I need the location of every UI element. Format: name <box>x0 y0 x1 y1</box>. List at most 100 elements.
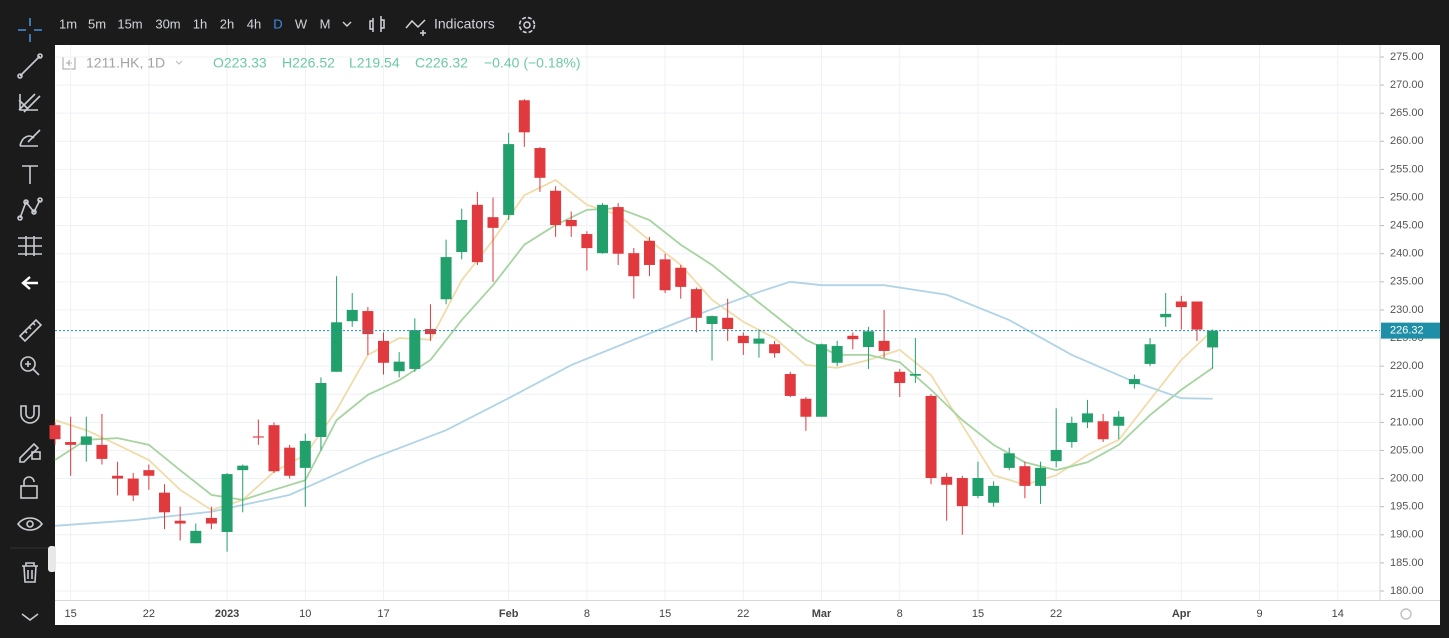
candle-body <box>1035 467 1047 486</box>
time-axis-settings[interactable] <box>1400 608 1412 620</box>
top-toolbar: 1m 5m 15m 30m 1h 2h 4h D W M Indicators <box>59 16 536 36</box>
price-axis <box>1380 45 1440 600</box>
pattern-icon[interactable] <box>17 197 43 221</box>
candle-body <box>612 207 624 254</box>
ohlc-close: C226.32 <box>415 55 468 71</box>
interval-button[interactable]: 5m <box>88 16 106 31</box>
more-intervals-icon[interactable] <box>342 21 352 27</box>
candle-body <box>659 259 671 291</box>
lock-icon[interactable] <box>20 476 38 499</box>
interval-button[interactable]: 1m <box>59 16 77 31</box>
candle-body <box>221 474 233 532</box>
trash-icon[interactable] <box>22 562 38 583</box>
candle-body <box>143 470 155 476</box>
candle-body <box>127 478 139 496</box>
interval-button[interactable]: 30m <box>155 16 180 31</box>
candle-body <box>487 217 499 228</box>
y-tick-label: 210.00 <box>1390 416 1424 428</box>
ohlc-change: −0.40 (−0.18%) <box>484 55 581 71</box>
x-tick-label: 15 <box>659 608 671 620</box>
candle-body <box>80 436 92 445</box>
x-tick-label: 10 <box>299 608 311 620</box>
left-toolbar <box>10 18 56 621</box>
candle-body <box>1081 413 1093 423</box>
y-tick-label: 270.00 <box>1390 79 1424 91</box>
x-tick-label: 22 <box>1050 608 1062 620</box>
interval-button[interactable]: W <box>295 16 308 31</box>
interval-button[interactable]: 4h <box>247 16 261 31</box>
y-tick-label: 195.00 <box>1390 501 1424 513</box>
interval-button[interactable]: 1h <box>193 16 207 31</box>
prediction-icon[interactable] <box>18 236 42 256</box>
candle-body <box>550 190 562 226</box>
y-tick-label: 260.00 <box>1390 135 1424 147</box>
text-icon[interactable] <box>22 165 38 184</box>
zoom-icon[interactable] <box>20 356 40 376</box>
candle-body <box>1066 422 1078 443</box>
interval-button[interactable]: M <box>320 16 331 31</box>
candle-body <box>49 425 61 440</box>
candle-body <box>643 240 655 265</box>
last-price-label: 226.32 <box>1390 325 1424 337</box>
ohlc-low: L219.54 <box>349 55 400 71</box>
collapse-icon[interactable] <box>21 613 39 621</box>
candle-body <box>690 289 702 318</box>
plot: 180.00 185.00 190.00 195.00 200.00 205.00 210.… <box>49 45 1440 620</box>
candle-body <box>440 257 452 300</box>
y-tick-label: 190.00 <box>1390 529 1424 541</box>
candle-body <box>597 204 609 254</box>
chart-style-icon[interactable] <box>369 16 385 32</box>
brush-icon[interactable] <box>19 129 41 147</box>
moving-average-line <box>54 207 1214 501</box>
x-tick-label: 17 <box>377 608 389 620</box>
interval-button[interactable]: 15m <box>117 16 142 31</box>
x-tick-label: 15 <box>65 608 77 620</box>
indicators-button[interactable]: Indicators <box>434 16 495 32</box>
eye-icon[interactable] <box>16 517 44 531</box>
candle-body <box>252 436 264 438</box>
candle-body <box>956 478 968 507</box>
candle-body <box>96 444 108 459</box>
trendline-icon[interactable] <box>17 53 43 79</box>
ruler-icon[interactable] <box>18 318 43 343</box>
candle-body <box>769 344 781 354</box>
x-tick-label: 22 <box>143 608 155 620</box>
back-icon[interactable] <box>21 276 38 290</box>
candle-body <box>112 475 124 479</box>
candle-body <box>331 322 343 372</box>
crosshair-icon[interactable] <box>18 18 42 42</box>
candle-body <box>65 442 77 445</box>
lock-drawing-icon[interactable] <box>19 442 41 463</box>
candle-body <box>1113 416 1125 426</box>
y-tick-label: 250.00 <box>1390 191 1424 203</box>
interval-dropdown[interactable] <box>175 60 183 65</box>
indicators-icon[interactable] <box>405 19 426 36</box>
y-tick-label: 275.00 <box>1390 51 1424 63</box>
ohlc-high: H226.52 <box>282 55 335 71</box>
candle-body <box>1019 466 1031 486</box>
time-axis <box>55 601 1440 625</box>
candle-body <box>941 476 953 485</box>
candle-body <box>737 335 749 344</box>
y-tick-label: 255.00 <box>1390 163 1424 175</box>
y-tick-label: 205.00 <box>1390 444 1424 456</box>
fib-icon[interactable] <box>18 93 41 113</box>
interval-button[interactable]: D <box>273 16 282 31</box>
y-tick-label: 245.00 <box>1390 220 1424 232</box>
candle-body <box>346 309 358 322</box>
candle-body <box>988 485 1000 503</box>
x-tick-label: 2023 <box>215 608 239 620</box>
settings-icon[interactable] <box>518 16 536 34</box>
interval-button[interactable]: 2h <box>220 16 234 31</box>
candle-body <box>471 204 483 263</box>
candle-body <box>1175 301 1187 308</box>
x-tick-label: 15 <box>972 608 984 620</box>
candle-body <box>534 148 546 178</box>
panel-handle[interactable] <box>48 546 56 572</box>
candle-body <box>409 330 421 369</box>
candle-body <box>722 317 734 330</box>
candle-body <box>1003 453 1015 468</box>
magnet-icon[interactable] <box>20 405 40 424</box>
candle-body <box>565 219 577 227</box>
candle-body <box>784 374 796 396</box>
